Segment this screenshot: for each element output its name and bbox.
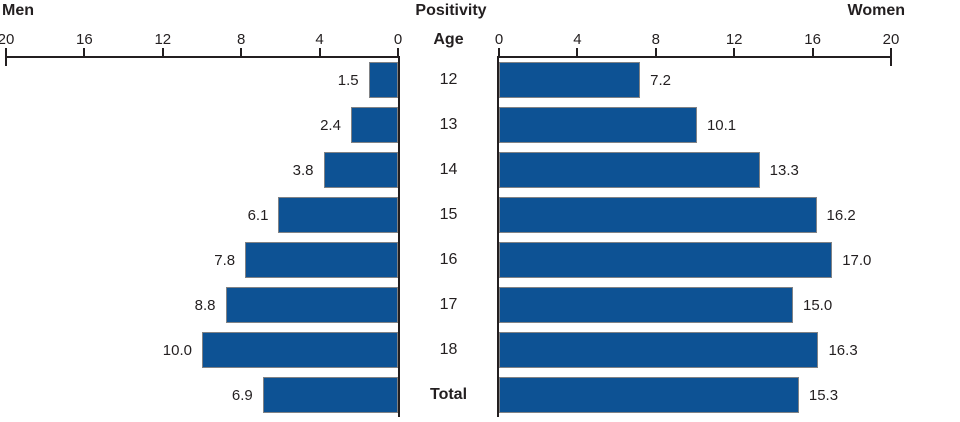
women-bar [499,62,641,98]
women-series-title: Women [847,2,905,19]
women-bar [499,242,833,278]
women-value-label: 16.2 [826,206,856,224]
men-axis-endcap [5,58,7,66]
men-axis-tick [318,48,321,56]
men-axis-tick-label: 4 [315,31,324,48]
men-value-label: 1.5 [337,71,359,89]
men-axis-tick-label: 0 [393,31,403,48]
women-axis-tick [654,48,657,56]
women-bar [499,377,799,413]
women-bar [499,152,760,188]
men-axis-tick [161,48,164,56]
men-axis-tick-label: 16 [76,31,93,48]
women-axis-tick-label: 0 [494,31,504,48]
men-axis-tick-label: 20 [0,31,15,48]
women-axis-endcap [890,58,892,66]
men-axis-tick-label: 8 [237,31,246,48]
women-value-label: 15.3 [808,386,839,404]
women-axis-tick [811,48,814,56]
women-value-label: 7.2 [650,71,671,89]
men-bar [368,62,398,98]
men-axis-tick [5,48,7,56]
women-zero-baseline [497,56,499,417]
men-value-label: 8.8 [194,296,216,314]
women-bar [499,107,697,143]
age-category-label: 17 [439,296,458,313]
men-value-label: 6.1 [247,206,269,224]
age-category-label: 15 [439,206,458,223]
men-value-label: 7.8 [214,251,236,269]
men-axis-tick [397,48,399,56]
age-category-label: 12 [439,71,458,88]
men-value-label: 2.4 [320,116,341,134]
women-axis-tick [733,48,736,56]
men-axis-line [5,56,400,58]
men-bar [225,287,398,323]
men-axis-tick [240,48,243,56]
women-bar [499,332,819,368]
women-axis-tick-label: 16 [804,31,821,48]
men-value-label: 10.0 [162,341,192,359]
men-bar [323,152,398,188]
men-bar [262,377,398,413]
women-value-label: 13.3 [769,161,799,179]
women-axis-tick-label: 8 [651,31,660,48]
age-category-label: 13 [439,116,458,133]
men-bar [245,242,398,278]
women-axis-line [497,56,892,58]
age-category-label: 18 [439,341,458,358]
women-axis-tick-label: 12 [725,31,743,48]
men-axis-tick-label: 12 [154,31,172,48]
women-axis-tick [576,48,579,56]
men-bar [350,107,398,143]
men-axis-tick [83,48,86,56]
men-value-label: 6.9 [231,386,253,404]
women-bar [499,197,817,233]
age-axis-header: Age [433,31,464,48]
men-bar [278,197,398,233]
women-axis-tick-label: 20 [882,31,900,48]
chart-title: Positivity [415,2,487,19]
women-axis-tick-label: 4 [573,31,582,48]
men-series-title: Men [2,2,34,19]
women-value-label: 15.0 [803,296,833,314]
women-bar [499,287,793,323]
age-category-label: 16 [439,251,458,268]
men-value-label: 3.8 [292,161,314,179]
men-bar [202,332,398,368]
age-category-label: Total [429,386,468,403]
women-axis-tick [890,48,892,56]
women-value-label: 10.1 [706,116,737,134]
age-category-label: 14 [439,161,458,178]
women-axis-tick [498,48,500,56]
women-value-label: 17.0 [842,251,872,269]
women-value-label: 16.3 [828,341,858,359]
men-zero-baseline [398,56,400,417]
